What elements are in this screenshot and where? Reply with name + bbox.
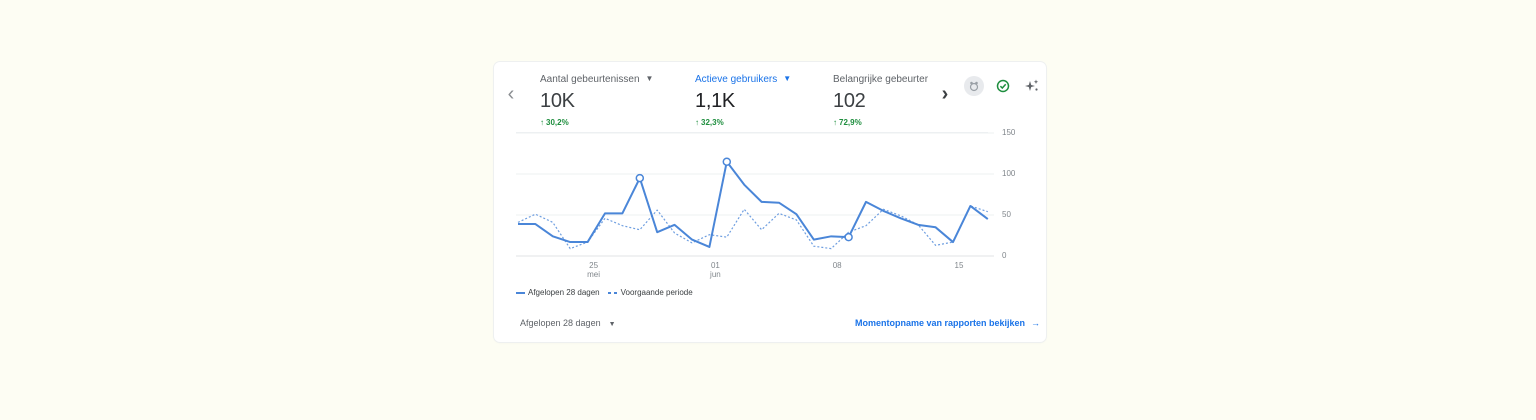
analytics-card: ‹ Aantal gebeurtenissen ▼ 10K ↑ 30,2% Acti…	[494, 62, 1046, 342]
metric-tab-key-events[interactable]: Belangrijke gebeurter 102 ↑ 72,9%	[833, 74, 933, 127]
line-chart	[516, 132, 994, 257]
bug-avatar-button[interactable]	[964, 76, 984, 96]
check-circle-icon	[996, 79, 1010, 93]
next-metrics-button[interactable]: ›	[938, 84, 952, 104]
legend-previous: Voorgaande periode	[620, 288, 693, 297]
y-tick-label: 150	[1002, 128, 1016, 137]
solid-line-swatch-icon	[516, 291, 525, 294]
y-tick-label: 50	[1002, 210, 1011, 219]
bug-avatar-icon	[969, 81, 979, 92]
caret-down-icon: ▼	[783, 74, 792, 83]
card-actions	[964, 76, 1042, 96]
metric-tab-events[interactable]: Aantal gebeurtenissen ▼ 10K ↑ 30,2%	[540, 74, 670, 127]
dashed-line-swatch-icon	[607, 291, 618, 294]
anomaly-marker-icon[interactable]	[722, 157, 732, 166]
caret-down-icon: ▼	[645, 74, 654, 83]
arrow-up-icon: ↑	[833, 118, 837, 127]
series-last-28-days	[518, 160, 989, 248]
metric-label: Actieve gebruikers	[695, 74, 778, 85]
insights-button[interactable]	[1022, 76, 1042, 96]
arrow-up-icon: ↑	[695, 118, 699, 127]
anomaly-marker-icon[interactable]	[635, 173, 645, 183]
anomaly-marker-icon[interactable]	[844, 232, 853, 242]
metric-value: 1,1K	[695, 90, 735, 112]
legend-current: Afgelopen 28 dagen	[528, 288, 600, 297]
metric-tab-active-users[interactable]: Actieve gebruikers ▼ 1,1K ↑ 32,3%	[695, 74, 825, 127]
metric-label: Aantal gebeurtenissen	[540, 74, 640, 85]
metric-value: 102	[833, 90, 866, 112]
metric-label: Belangrijke gebeurter	[833, 74, 929, 85]
chart-legend: Afgelopen 28 dagen Voorgaande periode	[516, 288, 693, 297]
previous-metrics-button[interactable]: ‹	[504, 84, 518, 104]
metric-delta: ↑ 32,3%	[695, 118, 724, 127]
x-tick-label: 01 jun	[710, 261, 721, 279]
x-tick-label: 15	[954, 261, 964, 270]
status-check-button[interactable]	[993, 76, 1013, 96]
view-reports-snapshot-link[interactable]: Momentopname van rapporten bekijken →	[854, 318, 1040, 328]
x-tick-label: 25 mei	[587, 261, 601, 279]
y-tick-label: 0	[1002, 251, 1007, 260]
metric-value: 10K	[540, 90, 575, 112]
arrow-right-icon: →	[1031, 318, 1040, 328]
caret-down-icon: ▼	[608, 321, 616, 328]
chevron-right-icon: ›	[941, 83, 949, 105]
y-tick-label: 100	[1002, 169, 1016, 178]
sparkle-insights-icon	[1025, 79, 1039, 91]
series-previous-period	[517, 205, 988, 250]
date-range-select[interactable]: Afgelopen 28 dagen ▼	[520, 318, 616, 328]
metric-delta: ↑ 72,9%	[833, 118, 862, 127]
arrow-up-icon: ↑	[540, 118, 544, 127]
metric-delta: ↑ 30,2%	[540, 118, 569, 127]
x-tick-label: 08	[832, 261, 842, 270]
chevron-left-icon: ‹	[507, 83, 515, 105]
